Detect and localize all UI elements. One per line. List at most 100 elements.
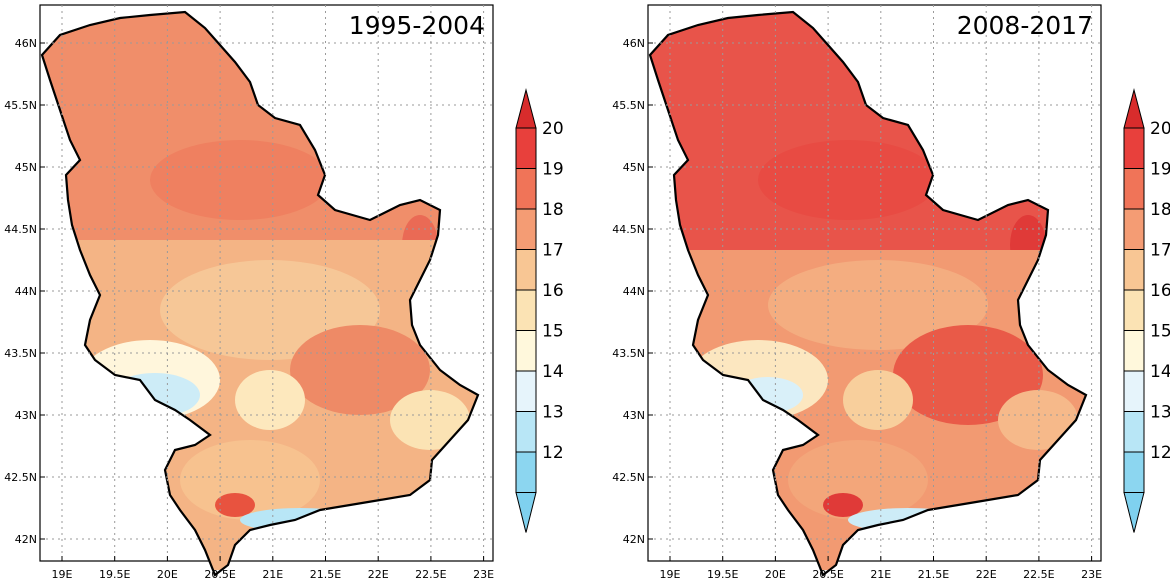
map-south-hotspot: [823, 493, 863, 517]
colorbar-label: 19: [1150, 160, 1170, 180]
colorbar-label: 20: [542, 119, 564, 139]
map-south-valley: [788, 440, 928, 520]
colorbar-segment: [1123, 127, 1145, 169]
colorbar-label: 14: [1150, 362, 1170, 382]
colorbar-segment: [515, 289, 537, 331]
x-tick-label: 23E: [1081, 568, 1102, 581]
colorbar-segment: [515, 411, 537, 453]
map-highland-east: [998, 390, 1078, 450]
y-tick-label: 42N: [15, 533, 37, 546]
colorbar-label: 17: [542, 241, 564, 261]
map-title: 2008-2017: [957, 11, 1093, 40]
colorbar-label: 12: [1150, 443, 1170, 463]
colorbar-segment: [515, 208, 537, 250]
temperature-map-2008-2017: 19E 19.5E 20E 20.5E 21E 21.5E 22E 22.5E 23E 46N 4…: [612, 4, 1170, 581]
colorbar-top-arrow: [515, 88, 537, 129]
x-tick-label: 19.5E: [99, 568, 130, 581]
colorbar-segment: [515, 330, 537, 372]
colorbar-segment: [1123, 168, 1145, 210]
colorbar-segment: [1123, 208, 1145, 250]
colorbar-segment: [515, 249, 537, 291]
y-tick-label: 43N: [15, 409, 37, 422]
map-highland-central: [235, 370, 305, 430]
map-south-hotspot: [215, 493, 255, 517]
colorbar-label: 16: [1150, 281, 1170, 301]
y-tick-label: 45N: [623, 161, 645, 174]
map-highland-central: [843, 370, 913, 430]
x-tick-label: 22E: [976, 568, 997, 581]
y-tick-labels: 46N 45.5N 45N 44.5N 44N 43.5N 43N 42.5N 42N: [612, 37, 645, 546]
x-tick-labels: 19E 19.5E 20E 20.5E 21E 21.5E 22E 22.5E 23E: [660, 568, 1103, 581]
y-tick-label: 43.5N: [612, 347, 645, 360]
y-tick-label: 46N: [15, 37, 37, 50]
colorbar-label: 13: [542, 403, 564, 423]
colorbar-label: 17: [1150, 241, 1170, 261]
colorbar-segment: [1123, 289, 1145, 331]
colorbar-label: 18: [1150, 200, 1170, 220]
y-tick-label: 44N: [623, 285, 645, 298]
y-tick-label: 42N: [623, 533, 645, 546]
colorbar-label: 14: [542, 362, 564, 382]
colorbar-segment: [515, 127, 537, 169]
map-panel-1995-2004: 19E 19.5E 20E 20.5E 21E 21.5E 22E 22.5E 23E 46N 4…: [4, 4, 564, 581]
y-tick-label: 44.5N: [4, 223, 37, 236]
colorbar: 20 19 18 17 16 15 14 13 12: [515, 88, 564, 533]
map-panel-2008-2017: 19E 19.5E 20E 20.5E 21E 21.5E 22E 22.5E 23E 46N 4…: [608, 0, 1170, 584]
y-tick-label: 45N: [15, 161, 37, 174]
x-tick-label: 20E: [765, 568, 786, 581]
colorbar-label: 18: [542, 200, 564, 220]
x-tick-label: 23E: [473, 568, 494, 581]
colorbar-segment: [1123, 330, 1145, 372]
y-tick-label: 44.5N: [612, 223, 645, 236]
x-tick-label: 21E: [262, 568, 283, 581]
x-tick-label: 19.5E: [707, 568, 738, 581]
x-tick-label: 20.5E: [812, 568, 843, 581]
temperature-map-1995-2004: 19E 19.5E 20E 20.5E 21E 21.5E 22E 22.5E 23E 46N4…: [4, 4, 564, 581]
colorbar-segment: [515, 168, 537, 210]
colorbar-segment: [515, 370, 537, 412]
colorbar-segment: [1123, 249, 1145, 291]
y-tick-label: 45.5N: [612, 99, 645, 112]
x-tick-label: 19E: [52, 568, 73, 581]
x-tick-label: 21.5E: [918, 568, 949, 581]
country-border: [40, 10, 480, 577]
y-tick-labels: 46N 45.5N 45N 44.5N 44N 43.5N 43N 42.5N 42N: [4, 37, 37, 546]
map-zone-north: [150, 140, 330, 220]
colorbar-label: 15: [542, 322, 564, 342]
x-tick-label: 20.5E: [204, 568, 235, 581]
x-tick-label: 21E: [870, 568, 891, 581]
map-south-valley: [180, 440, 320, 520]
colorbar-label: 20: [1150, 119, 1170, 139]
colorbar: 20 19 18 17 16 15 14 13 12: [1123, 88, 1170, 533]
y-tick-label: 43N: [623, 409, 645, 422]
y-tick-label: 44N: [15, 285, 37, 298]
y-tick-label: 43.5N: [4, 347, 37, 360]
map-highland-east: [390, 390, 470, 450]
gridlines: [40, 5, 493, 561]
colorbar-segment: [1123, 451, 1145, 493]
x-tick-labels: 19E 19.5E 20E 20.5E 21E 21.5E 22E 22.5E 23E: [52, 568, 495, 581]
gridlines: [648, 5, 1101, 561]
colorbar-label: 16: [542, 281, 564, 301]
map-morava-valley: [893, 325, 1043, 425]
y-tick-label: 45.5N: [4, 99, 37, 112]
colorbar-bottom-arrow: [515, 492, 537, 533]
map-zone-north: [758, 140, 938, 220]
colorbar-label: 19: [542, 160, 564, 180]
y-tick-label: 42.5N: [4, 471, 37, 484]
colorbar-segment: [1123, 370, 1145, 412]
colorbar-bottom-arrow: [1123, 492, 1145, 533]
colorbar-segment: [515, 451, 537, 493]
x-tick-label: 20E: [157, 568, 178, 581]
x-tick-label: 22.5E: [1023, 568, 1054, 581]
colorbar-segment: [1123, 411, 1145, 453]
y-tick-label: 46N: [623, 37, 645, 50]
x-tick-label: 22E: [368, 568, 389, 581]
country-border: [648, 10, 1088, 577]
x-tick-label: 21.5E: [310, 568, 341, 581]
colorbar-top-arrow: [1123, 88, 1145, 129]
x-tick-label: 19E: [660, 568, 681, 581]
colorbar-label: 12: [542, 443, 564, 463]
colorbar-label: 15: [1150, 322, 1170, 342]
x-tick-label: 22.5E: [415, 568, 446, 581]
